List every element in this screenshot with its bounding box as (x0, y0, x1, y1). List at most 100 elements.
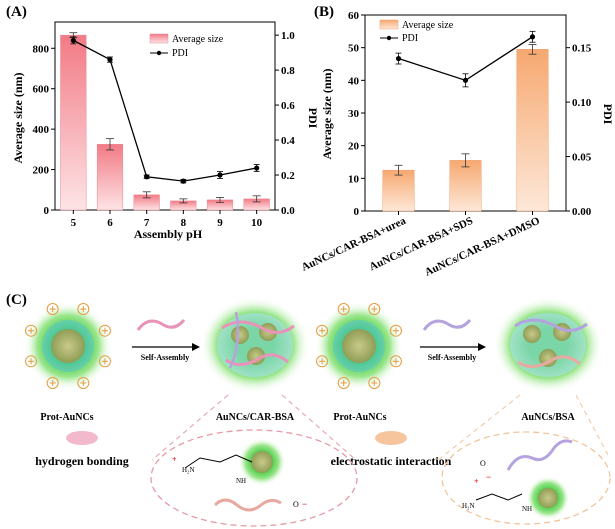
panel-b-ylabel: Average size (nm) (320, 68, 334, 159)
positive-charge-icon (337, 303, 350, 316)
y-tick-label: 10 (348, 173, 360, 185)
legend-b-pdi-marker (386, 35, 392, 41)
legend-size-label: Average size (172, 34, 224, 45)
y2-tick-label: 0.0 (281, 205, 295, 217)
self-assembly-arrow-right: Self-Assembly (420, 318, 486, 362)
y2-tick-label: 0.10 (572, 97, 592, 109)
plus-sign: + (172, 455, 177, 464)
legend-b-pdi-label: PDI (402, 33, 418, 44)
panel-b: (B) 0 10 20 30 40 50 60 0.00 0.05 0.10 0.15 AuNCs/C… (300, 4, 615, 279)
positive-charge-icon (389, 324, 402, 337)
arrow-head-icon (192, 343, 200, 351)
positive-charge-icon (316, 355, 329, 368)
y-tick-label: 60 (348, 10, 360, 22)
nh2-label: H₂N (182, 466, 195, 474)
prot-auncs-left-label: Prot-AuNCs (40, 412, 93, 423)
gold-core-icon (523, 325, 541, 343)
gold-core-icon (247, 347, 265, 365)
zoom-guide-line (151, 394, 229, 461)
x-tick-label: 7 (144, 217, 150, 229)
pdi-point (107, 57, 113, 63)
y-tick-label: 30 (348, 108, 360, 120)
positive-charge-icon (25, 324, 38, 337)
positive-charge-icon (98, 355, 111, 368)
pdi-point (144, 174, 150, 180)
cluster-shell (217, 313, 293, 377)
positive-charge-icon (316, 324, 329, 337)
panel-b-y2label: PDI (601, 104, 615, 125)
x-tick-label: 8 (181, 217, 187, 229)
zoom-guide-line (281, 394, 357, 461)
oxygen-label: O (480, 459, 486, 468)
panel-a-y2label: PDI (306, 108, 320, 129)
zoom-guide-line (575, 394, 609, 456)
pdi-point (462, 77, 469, 83)
positive-charge-icon (77, 376, 90, 389)
size-bar (60, 34, 87, 211)
y2-tick-label: 1.0 (281, 30, 295, 42)
auncs-bsa-label: AuNCs/BSA (521, 412, 575, 423)
panel-a-label: (A) (6, 4, 27, 20)
panel-c-scheme: (C) Prot-AuNCs Self-Assembly AuNCs/ (6, 292, 611, 527)
hydrogen-bonding-label: hydrogen bonding (35, 454, 129, 468)
positive-charge-icon (25, 355, 38, 368)
h2n-label: H₂N (462, 502, 475, 510)
y-tick-label: 40 (348, 75, 360, 87)
electrostatic-label: electrostatic interaction (331, 454, 452, 468)
zoom-guide-line (437, 394, 521, 461)
arrow-right-label: Self-Assembly (428, 353, 476, 362)
gold-core-icon (538, 488, 558, 508)
oxygen-label: O (293, 500, 299, 509)
panel-b-legend: Average size PDI (379, 19, 454, 44)
positive-charge-icon (46, 376, 59, 389)
panel-a-legend: Average size PDI (149, 33, 224, 59)
minus-sign: − (486, 472, 491, 482)
arginine-chain-icon (475, 493, 523, 501)
car-bsa-ribbon-icon (136, 318, 186, 331)
y2-tick-label: 0.8 (281, 65, 295, 77)
y-tick-label: 0 (354, 206, 360, 218)
gold-core-icon (251, 451, 273, 473)
bsa-ribbon-icon (517, 355, 581, 368)
bsa-ribbon-icon (514, 318, 588, 332)
y2-tick-label: 0.6 (281, 100, 295, 112)
positive-charge-icon (368, 376, 381, 389)
nh3-label: NH (236, 477, 246, 485)
positive-charge-icon (368, 303, 381, 316)
legend-pdi-label: PDI (172, 48, 188, 59)
y-tick-label: 800 (33, 43, 50, 55)
panel-a-ylabel: Average size (nm) (11, 72, 25, 163)
bsa-ribbon-icon (506, 439, 573, 471)
prot-auncs-right (315, 302, 403, 390)
hydrogen-bonding-swatch (66, 431, 98, 445)
self-assembly-arrow-left: Self-Assembly (132, 318, 200, 362)
size-bar (516, 49, 549, 212)
pdi-point (180, 178, 186, 184)
pdi-point (529, 34, 536, 40)
zoom-bubble-left (150, 429, 358, 527)
gold-core-icon (51, 329, 85, 363)
x-tick-label: 6 (107, 217, 113, 229)
prot-auncs-left (24, 302, 112, 390)
legend-b-size-label: Average size (402, 20, 454, 31)
positive-charge-icon (98, 324, 111, 337)
bsa-ribbon-icon (422, 318, 472, 331)
legend-pdi-marker (156, 50, 162, 56)
pdi-point (70, 37, 76, 43)
x-tick-label: 10 (251, 217, 263, 229)
car-bsa-ribbon-icon (221, 320, 295, 334)
x-tick-label: AuNCs/CAR-BSA+urea (300, 215, 409, 274)
car-bsa-ribbon-icon (228, 311, 240, 369)
y-tick-label: 400 (33, 124, 50, 136)
y-tick-label: 200 (33, 165, 50, 177)
pdi-point (254, 165, 260, 171)
prot-auncs-right-label: Prot-AuNCs (333, 412, 386, 423)
panel-a-xlabel: Assembly pH (134, 227, 203, 241)
positive-charge-icon (46, 303, 59, 316)
panel-b-label: (B) (314, 4, 334, 20)
panel-a: (A) 0 200 400 600 800 0.0 0.2 0.4 0.6 0.8 1.0 5 6 7 8 9… (6, 4, 320, 241)
y2-tick-label: 0.00 (572, 206, 592, 218)
positive-charge-icon (77, 303, 90, 316)
gold-core-icon (539, 349, 557, 367)
y-tick-label: 20 (348, 141, 360, 153)
